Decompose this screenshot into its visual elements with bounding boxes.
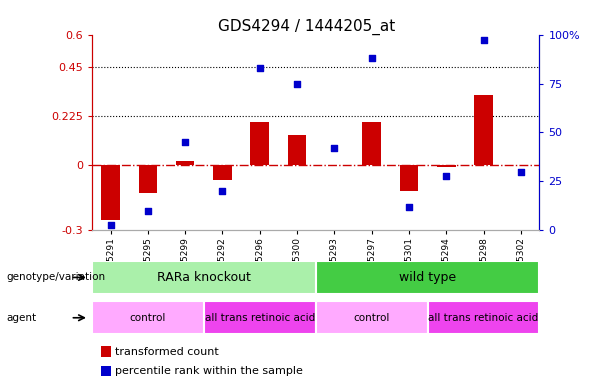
Text: control: control — [130, 313, 166, 323]
Point — [255, 65, 265, 71]
Bar — [287, 135, 306, 165]
Text: percentile rank within the sample: percentile rank within the sample — [115, 366, 303, 376]
Bar — [92, 261, 316, 294]
Bar — [428, 301, 539, 334]
Point — [329, 145, 339, 151]
Text: all trans retinoic acid: all trans retinoic acid — [205, 313, 315, 323]
Bar — [101, 165, 120, 220]
Bar — [400, 165, 418, 191]
Text: wild type: wild type — [399, 271, 456, 284]
Bar — [101, 366, 111, 376]
Text: control: control — [354, 313, 390, 323]
Text: RARa knockout: RARa knockout — [157, 271, 251, 284]
Bar — [204, 301, 316, 334]
Bar — [316, 301, 428, 334]
Point — [143, 208, 153, 214]
Point — [367, 55, 376, 61]
Text: genotype/variation: genotype/variation — [6, 272, 105, 283]
Text: all trans retinoic acid: all trans retinoic acid — [428, 313, 539, 323]
Text: transformed count: transformed count — [115, 347, 219, 357]
Bar — [139, 165, 157, 194]
Point — [218, 188, 227, 194]
Bar — [92, 301, 204, 334]
Bar — [213, 165, 232, 180]
Point — [441, 172, 451, 179]
Point — [516, 169, 526, 175]
Bar — [316, 261, 539, 294]
Text: GDS4294 / 1444205_at: GDS4294 / 1444205_at — [218, 19, 395, 35]
Bar — [101, 346, 111, 357]
Bar — [251, 122, 269, 165]
Text: agent: agent — [6, 313, 36, 323]
Point — [180, 139, 190, 146]
Bar — [437, 165, 455, 167]
Point — [292, 81, 302, 87]
Bar — [176, 161, 194, 165]
Point — [479, 37, 489, 43]
Point — [404, 204, 414, 210]
Bar — [474, 96, 493, 165]
Point — [105, 222, 115, 228]
Bar — [362, 122, 381, 165]
